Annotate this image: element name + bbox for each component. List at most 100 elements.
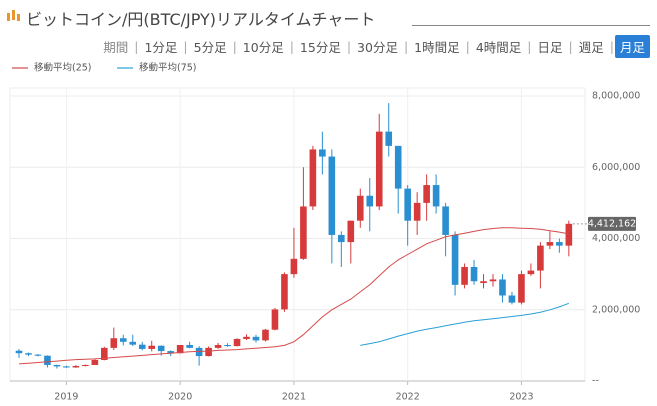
candle-body [518, 274, 525, 303]
candle-body [262, 329, 269, 341]
separator: | [568, 39, 573, 54]
candle-body [565, 223, 573, 246]
candle-body [53, 364, 61, 367]
candle-body [176, 345, 184, 354]
candle-body [385, 131, 393, 146]
candle-body [195, 347, 203, 357]
period-button[interactable]: 1分足 [144, 40, 178, 55]
separator: | [346, 39, 352, 54]
period-button[interactable]: 15分足 [299, 40, 341, 55]
separator: | [134, 39, 139, 54]
period-button[interactable]: 1時間足 [414, 40, 460, 55]
y-tick-label: 6,000,000 [592, 162, 640, 173]
candle-body [556, 242, 563, 246]
candle-body [281, 274, 288, 310]
candle-body [338, 234, 345, 243]
candle-body [148, 345, 156, 349]
x-tick-label: 2023 [509, 392, 533, 403]
candle-body [319, 149, 326, 157]
candle-body [224, 345, 231, 347]
candle-body [233, 338, 241, 347]
candle-body [356, 195, 364, 221]
separator: | [289, 39, 294, 54]
separator: | [232, 39, 237, 54]
candle-body [527, 270, 535, 275]
period-button[interactable]: 5分足 [193, 40, 227, 55]
separator: | [183, 39, 188, 54]
candle-body [63, 366, 70, 368]
candle-body [470, 267, 478, 282]
separator: | [465, 39, 470, 54]
moving-average-line [360, 302, 569, 346]
period-button[interactable]: 日足 [537, 40, 563, 55]
candle-body [34, 354, 42, 356]
legend-label: 移動平均(75) [139, 62, 197, 74]
candle-body [138, 344, 146, 349]
candle-body [252, 336, 260, 341]
candle-body [72, 366, 80, 368]
period-button[interactable]: 10分足 [242, 40, 284, 55]
candle-body [366, 195, 374, 207]
candle-body [347, 220, 355, 243]
candle-body [499, 279, 506, 296]
candle-body [82, 364, 89, 367]
candle-body [271, 309, 279, 330]
candle-body [480, 281, 487, 284]
moving-average-line [18, 227, 569, 365]
candle-body [91, 359, 99, 365]
period-button[interactable]: 30分足 [357, 40, 398, 55]
page-title: ビットコイン/円(BTC/JPY)リアルタイムチャート [26, 10, 376, 29]
candle-body [394, 145, 402, 189]
candle-body [404, 188, 411, 221]
candle-body [214, 345, 222, 348]
candle-body [290, 258, 298, 275]
candle-body [461, 267, 468, 285]
candle-body [375, 131, 383, 207]
chart: 移動平均(25) 移動平均(75) -- 2,000,000 4,000,000 6,00… [9, 62, 640, 403]
x-tick-label: 2021 [282, 392, 306, 403]
candle-body [300, 206, 307, 259]
x-tick-label: 2019 [54, 392, 78, 403]
y-tick-label: -- [592, 376, 599, 387]
candle-body [413, 202, 421, 221]
x-tick-label: 2020 [168, 392, 192, 403]
candle-body [328, 156, 336, 235]
candle-body [243, 336, 250, 339]
candle-body [15, 350, 23, 354]
candle-body [423, 185, 430, 203]
logo-icon [7, 10, 20, 21]
candle-body [129, 341, 137, 345]
candle-body [546, 242, 554, 246]
candle-body [537, 245, 544, 271]
separator: | [609, 39, 614, 54]
period-button[interactable]: 4時間足 [475, 40, 522, 55]
candle-body [205, 347, 212, 357]
candle-body [110, 338, 118, 348]
candle-body [309, 149, 317, 207]
candle-body [44, 355, 51, 365]
candle-body [489, 279, 497, 282]
candle-body [451, 234, 459, 285]
last-price-box [588, 216, 636, 231]
header: ビットコイン/円(BTC/JPY)リアルタイムチャート 期間 | 1分足 | 5分足 | 1… [0, 0, 657, 60]
candle-body [167, 351, 174, 354]
candle-body [186, 345, 193, 348]
y-tick-label: 2,000,000 [592, 304, 640, 315]
period-label: 期間 [103, 40, 129, 55]
candle-body [508, 295, 516, 303]
candle-body [119, 338, 127, 342]
period-button[interactable]: 週足 [578, 40, 604, 55]
separator: | [403, 39, 409, 54]
last-price-label: 4,412,162 [588, 218, 636, 229]
candle-body [25, 353, 32, 355]
x-tick-label: 2022 [396, 392, 420, 403]
title-underline [412, 25, 650, 26]
candle-body [101, 347, 108, 360]
period-button[interactable]: 月足 [614, 35, 650, 58]
period-nav: 期間 | 1分足 | 5分足 | 10分足 | 15分足 | 30分足 | 1時間足 | 4時間足 | 日足 | 週… [98, 35, 650, 58]
candle-body [157, 345, 165, 352]
legend-label: 移動平均(25) [34, 62, 92, 74]
separator: | [527, 39, 532, 54]
y-tick-label: 8,000,000 [592, 91, 640, 102]
